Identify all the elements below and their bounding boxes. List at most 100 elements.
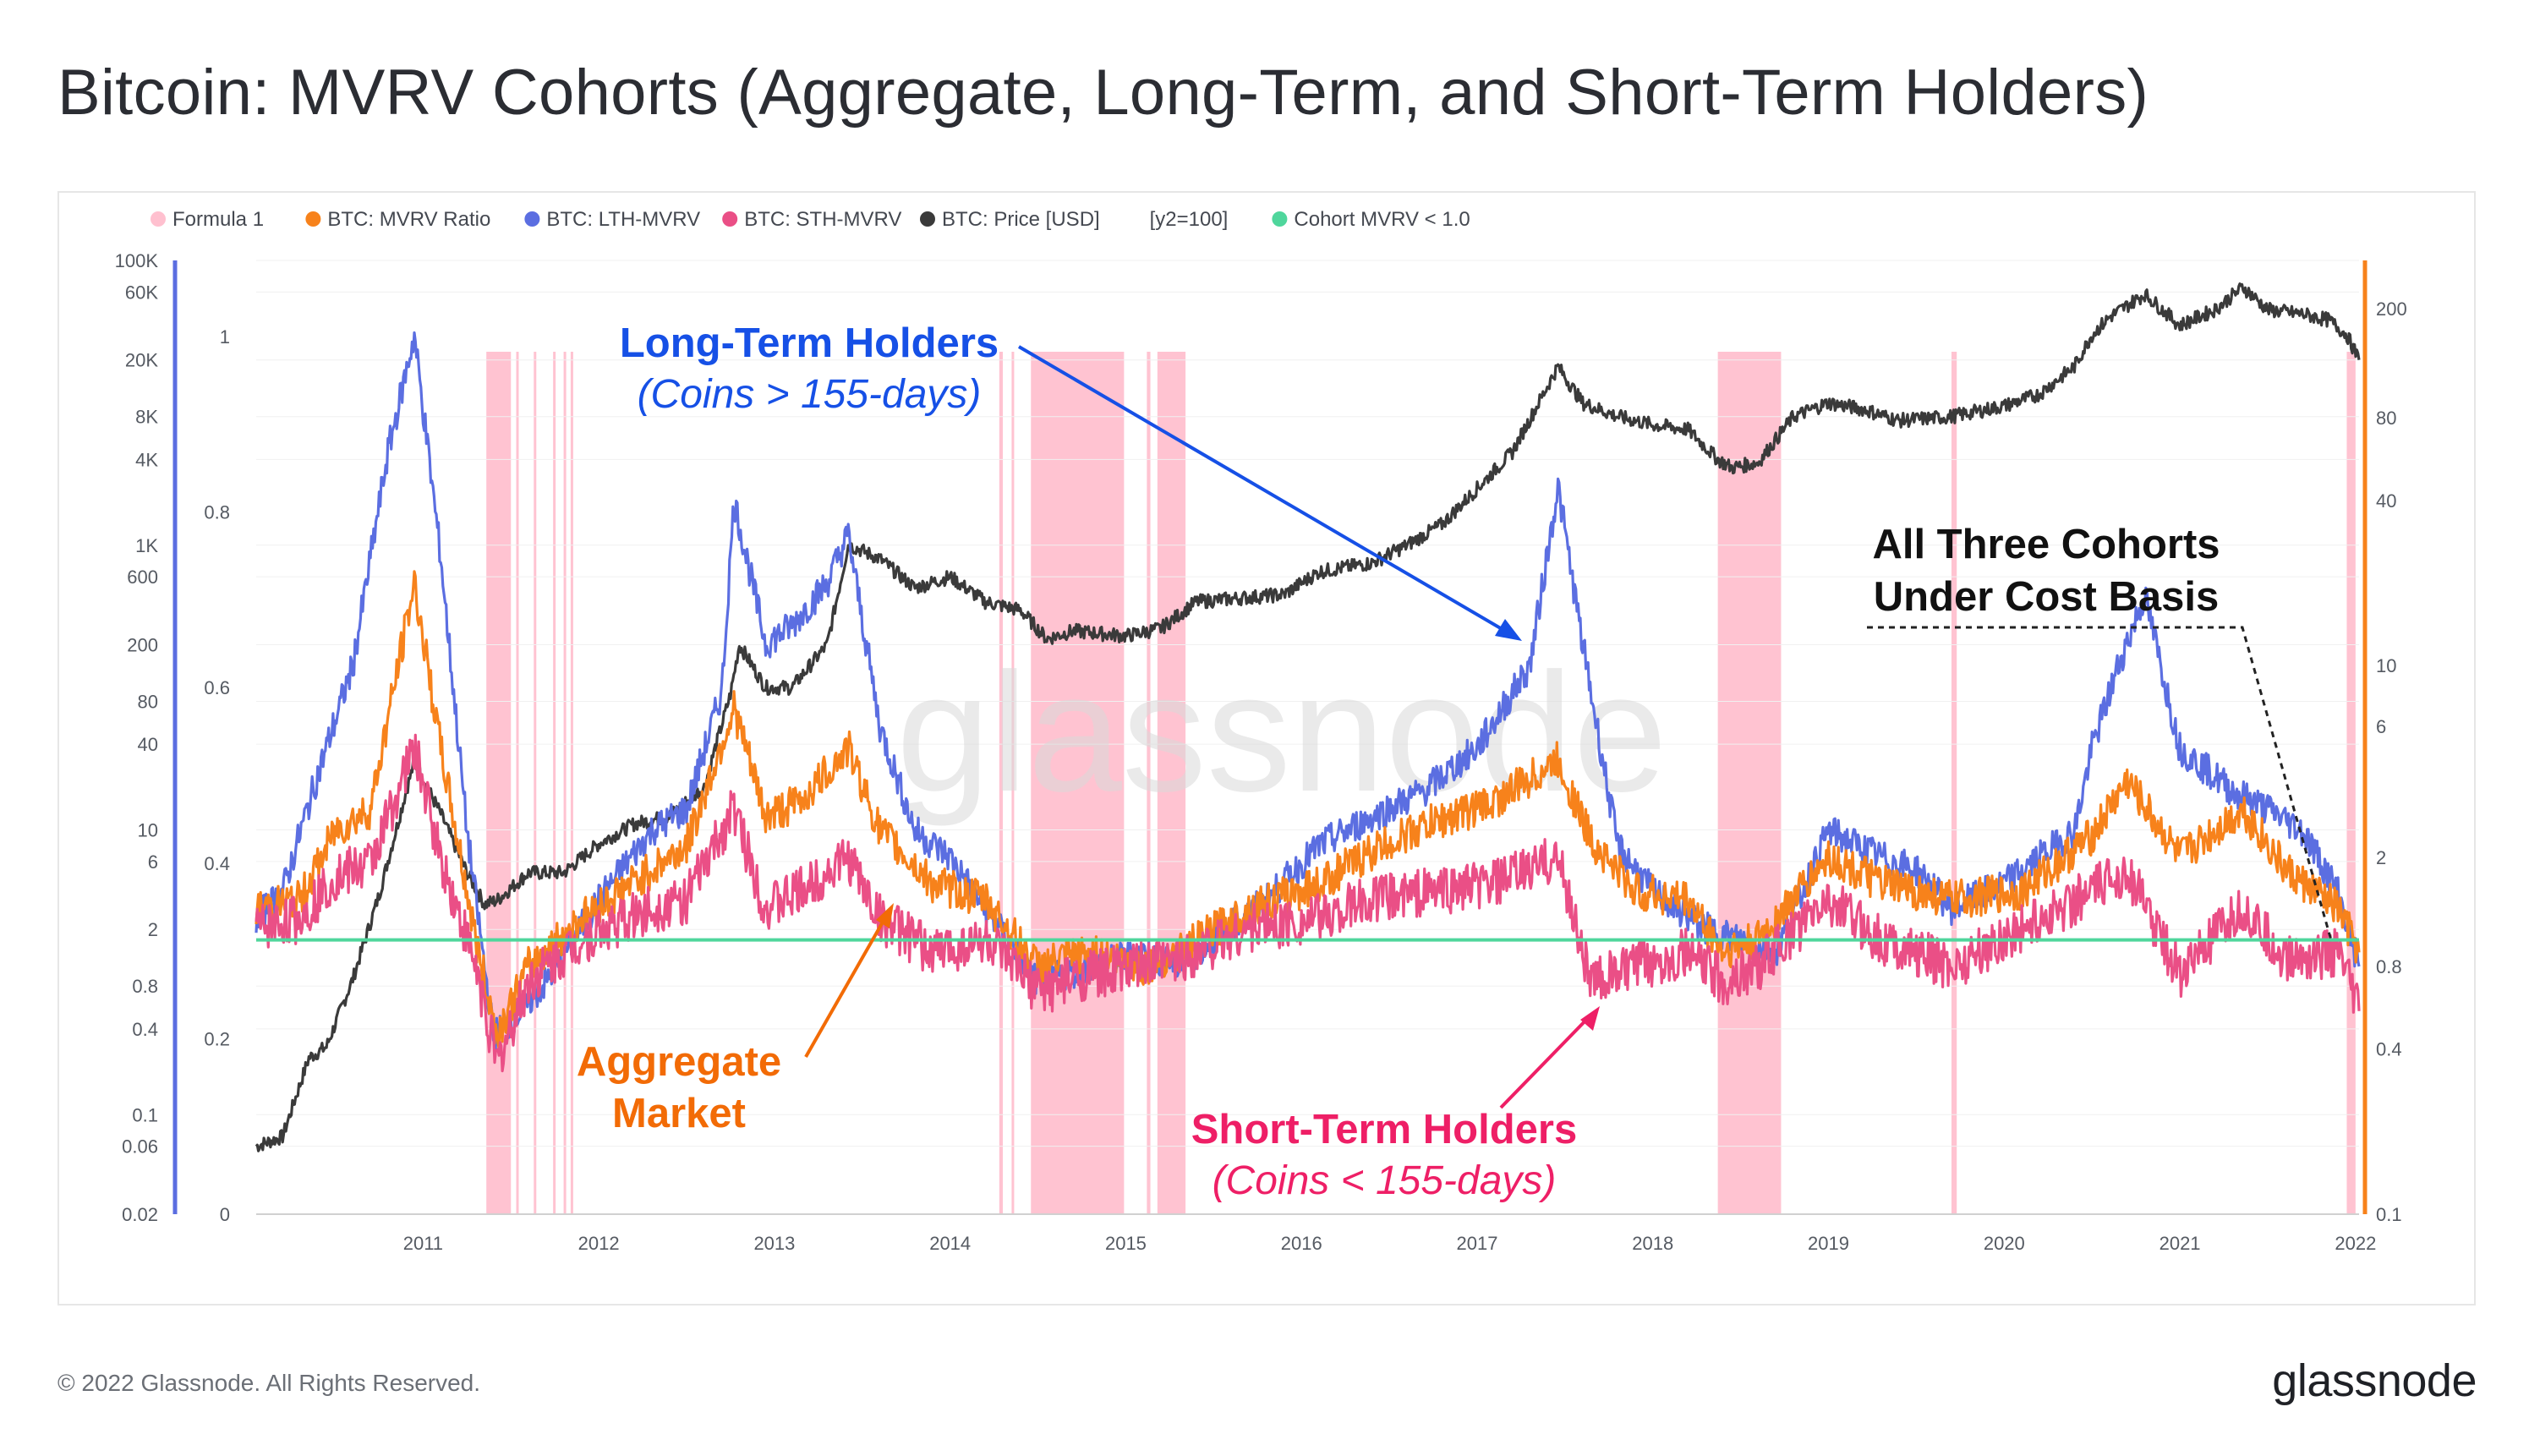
formula-tick-label-2: 0.6 xyxy=(204,677,230,698)
formula-band-12 xyxy=(1951,352,1957,1214)
x-tick-label-2014: 2014 xyxy=(929,1233,971,1254)
price-tick-label-8: 80 xyxy=(138,691,158,712)
x-tick-label-2019: 2019 xyxy=(1808,1233,1849,1254)
formula-tick-label-5: 0 xyxy=(220,1204,230,1225)
legend-label-5: [y2=100] xyxy=(1150,208,1229,231)
annotation-all-dashed-pointer xyxy=(1867,626,2333,941)
sth-mvrv-line xyxy=(255,733,2361,1073)
price-tick-label-5: 1K xyxy=(135,535,158,556)
price-tick-label-10: 10 xyxy=(138,820,158,841)
annotation-sth-arrow xyxy=(1499,1013,1593,1109)
formula-band-2 xyxy=(534,352,537,1214)
formula-band-3 xyxy=(553,352,556,1214)
annotation-all-line1: All Three Cohorts xyxy=(1872,522,2220,567)
annotation-agg-arrow xyxy=(804,912,890,1058)
price-tick-label-1: 60K xyxy=(125,282,158,303)
annotation-agg-line1: Aggregate xyxy=(577,1039,781,1085)
mvrv-tick-label-1: 80 xyxy=(2376,408,2396,429)
legend-label-1: BTC: MVRV Ratio xyxy=(327,208,490,231)
mvrv-tick-label-8: 0.1 xyxy=(2376,1204,2402,1225)
x-tick-label-2020: 2020 xyxy=(1984,1233,2025,1254)
mvrv-tick-label-7: 0.4 xyxy=(2376,1039,2402,1060)
price-tick-label-15: 0.1 xyxy=(132,1104,158,1125)
formula-bands xyxy=(486,352,2356,1214)
grid-lines xyxy=(256,260,2359,1215)
annotation-sth-title: Short-Term Holders xyxy=(1191,1107,1577,1152)
footer-copyright: © 2022 Glassnode. All Rights Reserved. xyxy=(57,1370,481,1396)
axes: 100K60K20K8K4K1K600200804010620.80.40.10… xyxy=(115,250,2407,1254)
series-lines xyxy=(255,282,2361,1152)
formula-band-7 xyxy=(1011,352,1015,1214)
formula-band-6 xyxy=(999,352,1004,1214)
price-tick-label-9: 40 xyxy=(138,734,158,755)
legend: Formula 1 BTC: MVRV Ratio BTC: LTH-MVRV BTC… xyxy=(151,208,1470,231)
annotations: Long-Term Holders (Coins > 155-days) Aggre… xyxy=(577,320,2333,1203)
price-tick-label-4: 4K xyxy=(135,449,158,470)
formula-band-0 xyxy=(486,352,512,1214)
formula-tick-label-4: 0.2 xyxy=(204,1028,230,1049)
price-tick-label-2: 20K xyxy=(125,350,158,371)
formula-tick-label-3: 0.4 xyxy=(204,853,230,874)
mvrv-tick-label-5: 2 xyxy=(2376,847,2386,868)
legend-swatch-3 xyxy=(722,211,738,227)
glassnode-logo: glassnode xyxy=(2272,1355,2477,1406)
page-title: Bitcoin: MVRV Cohorts (Aggregate, Long-T… xyxy=(57,57,2149,129)
annotation-agg-line2: Market xyxy=(612,1091,746,1136)
x-tick-label-2018: 2018 xyxy=(1632,1233,1673,1254)
price-tick-label-0: 100K xyxy=(115,250,159,271)
x-tick-label-2012: 2012 xyxy=(578,1233,620,1254)
price-tick-label-14: 0.4 xyxy=(132,1019,158,1040)
legend-label-2: BTC: LTH-MVRV xyxy=(546,208,700,231)
legend-label-0: Formula 1 xyxy=(172,208,264,231)
formula-tick-label-1: 0.8 xyxy=(204,502,230,523)
annotation-sth-subtitle: (Coins < 155-days) xyxy=(1212,1158,1557,1203)
x-tick-label-2015: 2015 xyxy=(1105,1233,1147,1254)
x-tick-label-2011: 2011 xyxy=(403,1233,443,1254)
price-tick-label-7: 200 xyxy=(127,634,158,655)
x-tick-label-2021: 2021 xyxy=(2160,1233,2201,1254)
legend-swatch-2 xyxy=(524,211,540,227)
price-line xyxy=(255,282,2361,1152)
x-tick-label-2017: 2017 xyxy=(1457,1233,1498,1254)
formula-band-10 xyxy=(1157,352,1186,1214)
legend-swatch-6 xyxy=(1272,211,1288,227)
price-tick-label-3: 8K xyxy=(135,407,158,428)
legend-label-3: BTC: STH-MVRV xyxy=(744,208,901,231)
price-tick-label-12: 2 xyxy=(148,919,158,940)
x-tick-label-2013: 2013 xyxy=(753,1233,795,1254)
legend-swatch-0 xyxy=(151,211,166,227)
legend-label-4: BTC: Price [USD] xyxy=(942,208,1100,231)
mvrv-tick-label-2: 40 xyxy=(2376,490,2396,512)
annotation-lth-subtitle: (Coins > 155-days) xyxy=(638,372,982,417)
legend-swatch-4 xyxy=(920,211,935,227)
watermark-text: glassnode xyxy=(896,638,1667,827)
formula-band-8 xyxy=(1031,352,1125,1214)
formula-band-1 xyxy=(516,352,519,1214)
formula-band-9 xyxy=(1147,352,1151,1214)
formula-band-11 xyxy=(1717,352,1782,1214)
annotation-lth-arrow xyxy=(1017,345,1515,638)
legend-swatch-1 xyxy=(305,211,321,227)
price-tick-label-6: 600 xyxy=(127,567,158,588)
annotation-lth-title: Long-Term Holders xyxy=(620,320,999,366)
annotation-lth-arrowhead xyxy=(1495,619,1522,641)
legend-label-6: Cohort MVRV < 1.0 xyxy=(1294,208,1470,231)
annotation-all-line2: Under Cost Basis xyxy=(1874,574,2219,620)
price-tick-label-16: 0.06 xyxy=(122,1136,158,1158)
annotation-agg-arrowhead xyxy=(876,903,894,928)
formula-band-4 xyxy=(563,352,567,1214)
x-tick-label-2022: 2022 xyxy=(2335,1233,2376,1254)
price-tick-label-13: 0.8 xyxy=(132,976,158,997)
mvrv-tick-label-6: 0.8 xyxy=(2376,956,2402,977)
price-tick-label-17: 0.02 xyxy=(122,1204,158,1225)
mvrv-tick-label-3: 10 xyxy=(2376,655,2396,676)
price-tick-label-11: 6 xyxy=(148,851,158,873)
formula-band-13 xyxy=(2346,352,2356,1214)
annotation-sth-arrowhead xyxy=(1580,1006,1600,1031)
formula-tick-label-0: 1 xyxy=(220,326,230,348)
mvrv-ratio-line xyxy=(255,570,2361,1051)
x-tick-label-2016: 2016 xyxy=(1281,1233,1322,1254)
mvrv-tick-label-0: 200 xyxy=(2376,298,2407,320)
formula-band-5 xyxy=(570,352,573,1214)
